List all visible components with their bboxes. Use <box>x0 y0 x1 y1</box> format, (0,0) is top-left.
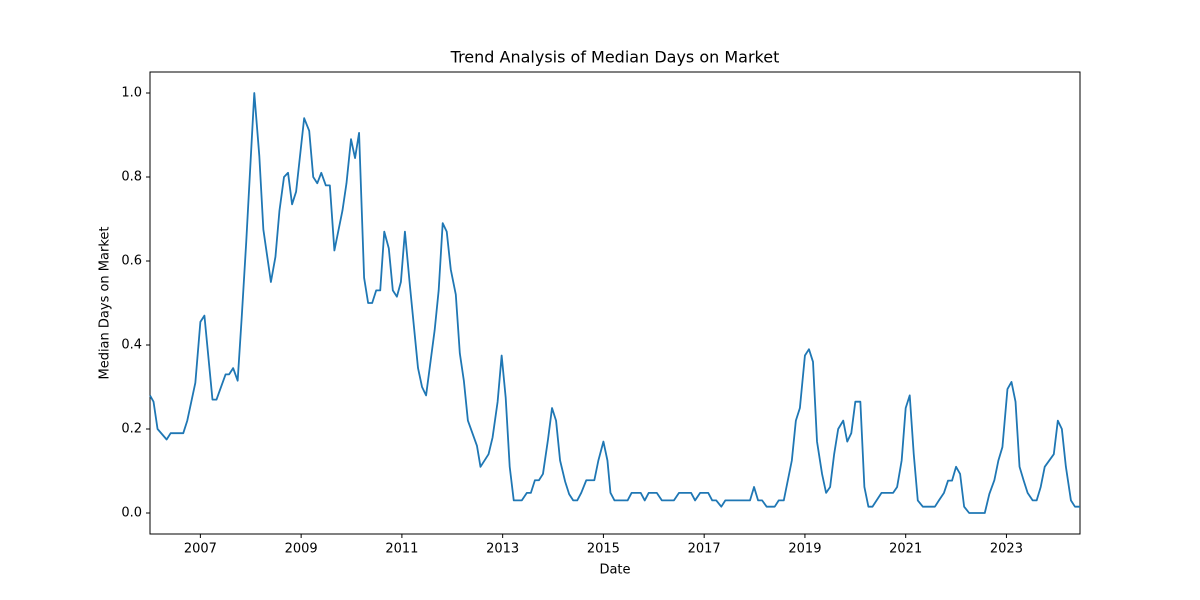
x-tick-label: 2021 <box>889 542 922 557</box>
y-tick-label: 0.0 <box>121 506 142 521</box>
y-axis-label: Median Days on Market <box>98 226 113 379</box>
x-tick-label: 2015 <box>587 542 620 557</box>
y-tick-label: 0.8 <box>121 170 142 185</box>
data-line <box>149 92 1080 514</box>
y-tick-label: 1.0 <box>121 86 142 101</box>
chart-title: Trend Analysis of Median Days on Market <box>450 48 780 67</box>
plot-frame <box>149 71 1081 535</box>
x-axis-label: Date <box>599 563 630 578</box>
y-tick-label: 0.6 <box>121 254 142 269</box>
x-tick-label: 2007 <box>184 542 217 557</box>
x-tick-label: 2017 <box>688 542 721 557</box>
x-tick-label: 2019 <box>788 542 821 557</box>
y-tick-label: 0.4 <box>121 338 142 353</box>
x-tick-label: 2023 <box>990 542 1023 557</box>
x-tick-label: 2009 <box>285 542 318 557</box>
x-tick-label: 2013 <box>486 542 519 557</box>
y-tick-label: 0.2 <box>121 422 142 437</box>
x-tick-label: 2011 <box>385 542 418 557</box>
